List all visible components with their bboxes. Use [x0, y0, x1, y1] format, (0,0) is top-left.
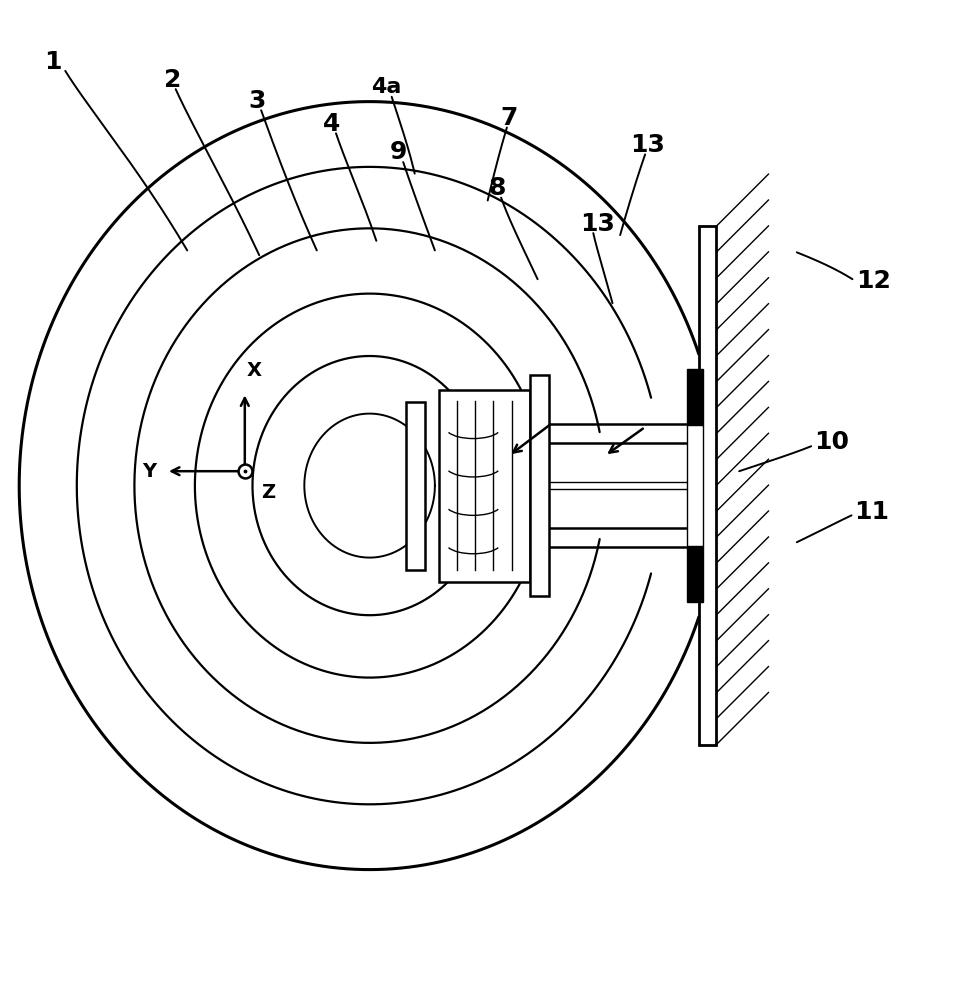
Bar: [530, 375, 549, 596]
Text: 1: 1: [44, 50, 61, 74]
Bar: [687, 369, 703, 425]
Text: X: X: [247, 361, 262, 380]
Text: Z: Z: [261, 483, 276, 502]
Bar: [687, 546, 703, 602]
Text: 4a: 4a: [371, 77, 401, 97]
Bar: [439, 390, 530, 582]
Text: 10: 10: [814, 430, 849, 454]
Text: 8: 8: [489, 176, 506, 200]
Bar: [699, 226, 716, 745]
Text: 11: 11: [854, 500, 889, 524]
Bar: [690, 424, 702, 447]
Text: 9: 9: [390, 140, 407, 164]
Text: 13: 13: [580, 212, 614, 236]
Text: 4: 4: [323, 112, 340, 136]
Text: 12: 12: [856, 269, 891, 293]
Bar: [687, 425, 703, 546]
Text: 3: 3: [249, 89, 266, 113]
Text: 13: 13: [631, 133, 665, 157]
Bar: [690, 524, 702, 547]
Text: Y: Y: [142, 462, 156, 481]
Bar: [406, 402, 425, 570]
Text: 2: 2: [164, 68, 181, 92]
Text: 7: 7: [500, 106, 517, 130]
